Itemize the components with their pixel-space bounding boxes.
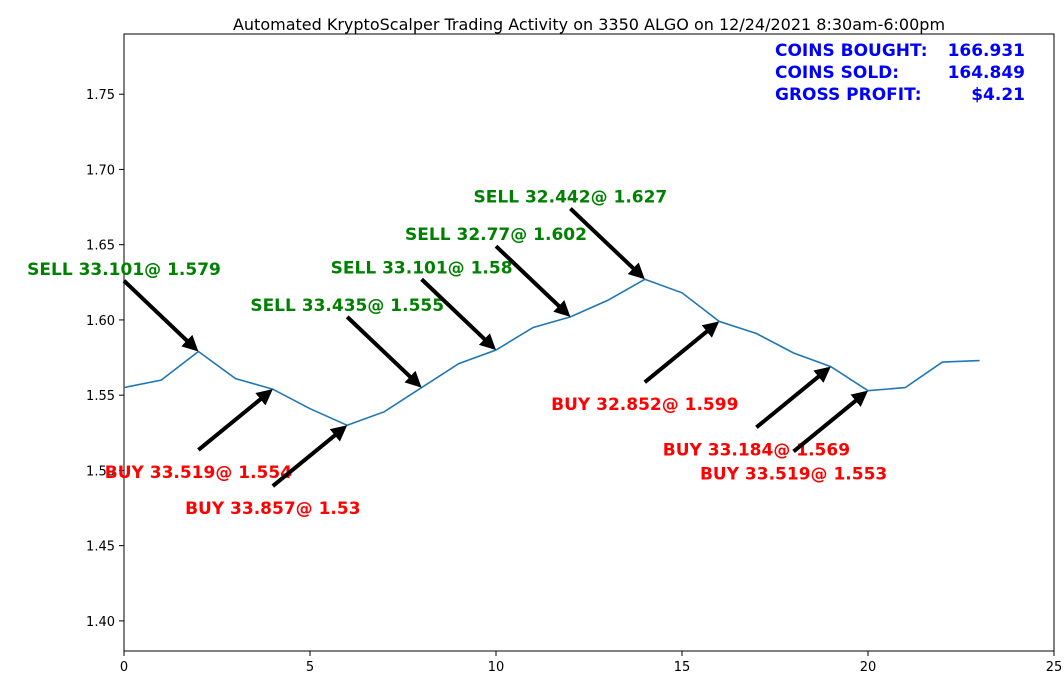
price-series	[123, 278, 980, 427]
stats-value: $4.21	[971, 85, 1025, 105]
x-tick-label: 5	[306, 660, 314, 675]
buy-annotation: BUY 32.852@ 1.599	[551, 395, 738, 415]
buy-annotation: BUY 33.857@ 1.53	[185, 499, 360, 519]
y-axis: 1.40 1.45 1.50 1.55 1.60 1.65 1.70 1.75	[86, 88, 124, 630]
y-tick-label: 1.65	[86, 239, 115, 254]
buy-annotation: BUY 33.519@ 1.553	[700, 464, 887, 484]
y-tick-label: 1.40	[86, 615, 115, 630]
x-tick-label: 25	[1046, 660, 1063, 675]
x-axis: 0 5 10 15 20 25	[120, 651, 1062, 675]
sell-arrow	[569, 207, 645, 280]
buy-arrow	[643, 321, 720, 384]
sell-annotation: SELL 33.101@ 1.58	[331, 258, 513, 278]
y-tick-label: 1.60	[86, 314, 115, 329]
y-tick-label: 1.70	[86, 163, 115, 178]
buy-arrow	[197, 389, 273, 452]
buy-arrow	[792, 390, 868, 453]
sell-arrow	[122, 279, 199, 352]
sell-annotation: SELL 33.435@ 1.555	[250, 296, 444, 316]
sell-annotation: SELL 32.442@ 1.627	[474, 188, 668, 208]
stats-label: COINS SOLD:	[775, 63, 899, 83]
stats-label: GROSS PROFIT:	[775, 85, 922, 105]
sell-arrow	[420, 277, 496, 351]
sell-arrow	[345, 315, 422, 388]
x-tick-label: 10	[488, 660, 505, 675]
x-tick-label: 0	[120, 660, 128, 675]
stats-value: 164.849	[948, 63, 1025, 83]
stats-label: COINS BOUGHT:	[775, 41, 928, 61]
y-tick-label: 1.45	[86, 540, 115, 555]
x-tick-label: 20	[860, 660, 877, 675]
y-tick-label: 1.50	[86, 464, 115, 479]
plot-area	[123, 33, 1055, 652]
buy-annotation: BUY 33.184@ 1.569	[663, 440, 850, 460]
trade-annotations: SELL 33.101@ 1.579 BUY 33.519@ 1.554 BUY 3…	[27, 188, 887, 520]
buy-arrow	[755, 366, 831, 429]
stats-box: COINS BOUGHT: 166.931 COINS SOLD: 164.849 GR…	[775, 41, 1025, 105]
y-tick-label: 1.75	[86, 88, 115, 103]
stats-value: 166.931	[948, 41, 1025, 61]
sell-annotation: SELL 33.101@ 1.579	[27, 260, 221, 280]
y-tick-label: 1.55	[86, 389, 115, 404]
buy-arrow	[271, 425, 348, 488]
sell-arrow	[494, 244, 571, 317]
chart-title: Automated KryptoScalper Trading Activity…	[233, 15, 945, 34]
buy-annotation: BUY 33.519@ 1.554	[105, 463, 292, 483]
sell-annotation: SELL 32.77@ 1.602	[405, 225, 587, 245]
x-tick-label: 15	[674, 660, 691, 675]
price-line	[123, 278, 980, 427]
